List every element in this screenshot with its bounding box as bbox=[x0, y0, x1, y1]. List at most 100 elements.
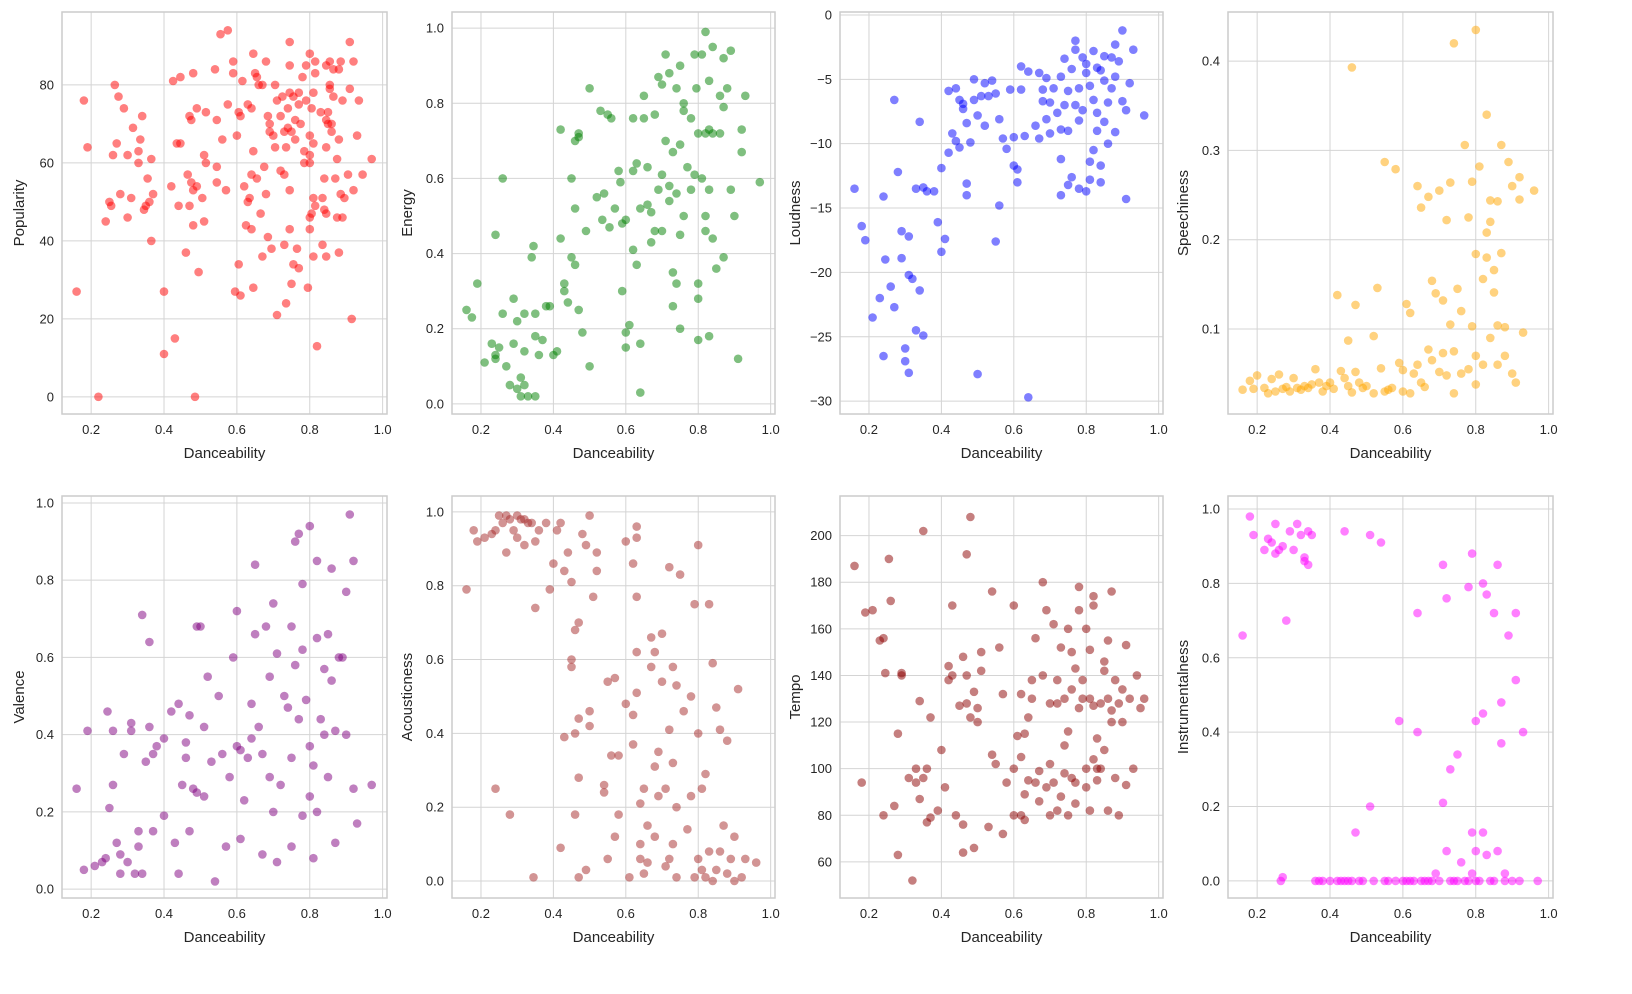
data-point bbox=[261, 622, 271, 631]
data-point bbox=[1238, 631, 1247, 640]
data-point bbox=[697, 50, 707, 59]
data-point bbox=[281, 143, 291, 152]
data-point bbox=[679, 211, 688, 221]
data-point bbox=[148, 749, 158, 759]
data-point bbox=[1020, 729, 1029, 738]
data-point bbox=[119, 749, 129, 759]
y-axis-label: Energy bbox=[399, 189, 416, 237]
data-point bbox=[911, 764, 921, 773]
data-point bbox=[327, 564, 336, 573]
data-point bbox=[218, 135, 227, 144]
data-point bbox=[646, 238, 656, 247]
data-point bbox=[1060, 694, 1069, 703]
y-tick-label: 0.4 bbox=[1202, 54, 1220, 69]
data-point bbox=[305, 521, 315, 531]
y-tick-label: 0.4 bbox=[426, 726, 444, 741]
data-point bbox=[632, 592, 641, 602]
data-point bbox=[976, 666, 986, 676]
y-tick-label: 1.0 bbox=[426, 504, 444, 519]
data-point bbox=[636, 854, 645, 864]
data-point bbox=[962, 118, 971, 128]
data-point bbox=[1282, 616, 1291, 625]
y-tick-label: 0.1 bbox=[1202, 321, 1220, 336]
data-point bbox=[130, 869, 140, 878]
y-tick-label: 60 bbox=[818, 854, 832, 869]
data-point bbox=[467, 313, 477, 322]
data-point bbox=[610, 204, 620, 213]
data-point bbox=[1053, 806, 1062, 815]
data-point bbox=[327, 119, 336, 129]
data-point bbox=[1092, 776, 1102, 785]
data-point bbox=[1100, 117, 1109, 127]
data-point bbox=[712, 865, 721, 875]
data-point bbox=[708, 658, 717, 668]
data-point bbox=[1096, 178, 1105, 187]
data-point bbox=[1511, 675, 1521, 685]
data-point bbox=[1103, 806, 1113, 815]
data-point bbox=[751, 858, 761, 867]
data-point bbox=[962, 190, 971, 200]
data-point bbox=[112, 139, 121, 148]
data-point bbox=[585, 362, 594, 371]
data-point bbox=[1391, 876, 1400, 886]
x-axis-label: Danceability bbox=[184, 445, 266, 462]
data-point bbox=[1071, 100, 1080, 110]
data-point bbox=[1533, 876, 1542, 886]
data-point bbox=[661, 862, 670, 871]
y-tick-label: −5 bbox=[817, 72, 832, 87]
data-point bbox=[258, 749, 267, 759]
data-point bbox=[1096, 699, 1105, 708]
data-point bbox=[574, 714, 583, 723]
data-point bbox=[632, 159, 641, 168]
data-point bbox=[498, 174, 508, 183]
data-point bbox=[1009, 811, 1019, 820]
data-point bbox=[1092, 734, 1102, 743]
x-tick-label: 1.0 bbox=[1540, 906, 1558, 921]
data-point bbox=[980, 78, 990, 88]
data-point bbox=[258, 80, 267, 90]
y-tick-label: 0.4 bbox=[1202, 725, 1220, 740]
data-point bbox=[560, 279, 569, 288]
data-point bbox=[1110, 127, 1120, 137]
x-tick-label: 0.6 bbox=[1005, 906, 1023, 921]
data-point bbox=[236, 111, 245, 121]
data-point bbox=[72, 784, 81, 793]
data-point bbox=[192, 182, 202, 191]
data-point bbox=[301, 695, 311, 705]
data-point bbox=[933, 806, 943, 815]
data-point bbox=[239, 182, 249, 191]
data-point bbox=[701, 769, 710, 779]
data-point bbox=[201, 158, 211, 168]
data-point bbox=[741, 854, 750, 864]
data-point bbox=[341, 587, 351, 597]
data-point bbox=[1009, 132, 1019, 142]
data-point bbox=[893, 850, 903, 860]
data-point bbox=[1478, 709, 1488, 718]
data-point bbox=[690, 50, 699, 59]
scatter-panel-valence: 0.2 0.4 0.6 0.8 1.0 0.0 0.2 0.4 0.6 0.8 1.0 Danceab… bbox=[11, 495, 392, 946]
data-point bbox=[1431, 289, 1440, 298]
data-point bbox=[285, 37, 295, 47]
data-point bbox=[232, 606, 242, 616]
data-point bbox=[94, 392, 103, 402]
data-point bbox=[1100, 51, 1109, 61]
data-point bbox=[1493, 321, 1502, 330]
data-point bbox=[581, 226, 591, 236]
data-point bbox=[636, 204, 645, 213]
data-point bbox=[697, 865, 707, 875]
data-point bbox=[1260, 545, 1269, 555]
data-point bbox=[243, 753, 253, 763]
data-point bbox=[185, 201, 194, 211]
data-point bbox=[110, 80, 120, 90]
data-point bbox=[236, 834, 245, 844]
data-point bbox=[283, 104, 293, 113]
data-point bbox=[236, 745, 245, 755]
data-point bbox=[879, 192, 888, 201]
data-point bbox=[991, 237, 1000, 246]
data-point bbox=[1369, 389, 1378, 398]
data-point bbox=[298, 72, 307, 82]
data-point bbox=[331, 838, 340, 848]
data-point bbox=[531, 331, 540, 341]
data-point bbox=[325, 84, 335, 94]
data-point bbox=[1358, 876, 1368, 886]
